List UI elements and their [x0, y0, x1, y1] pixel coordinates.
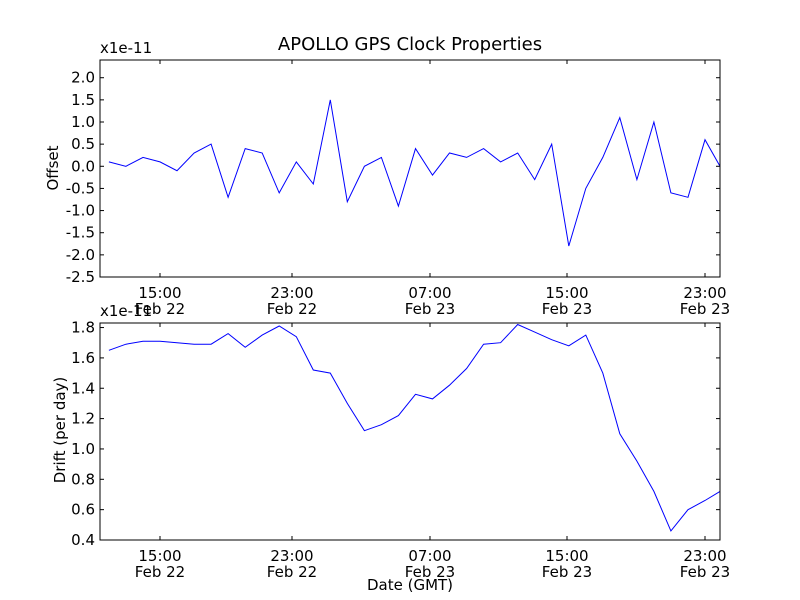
x-tick-date-label: Feb 22 [135, 563, 185, 581]
offset-axis-label: Offset [44, 145, 62, 190]
x-tick-time-label: 15:00 [545, 284, 588, 302]
offset-multiplier: x1e-11 [100, 39, 152, 57]
y-tick-label: 1.5 [71, 91, 95, 109]
y-tick-label: -1.0 [66, 202, 95, 220]
drift-series-line [108, 323, 721, 532]
x-tick-date-label: Feb 23 [680, 300, 730, 318]
offset-plot-frame [99, 59, 721, 278]
y-tick-label: 0.4 [71, 531, 95, 549]
x-tick-time-label: 23:00 [683, 284, 726, 302]
x-tick-time-label: 15:00 [138, 284, 181, 302]
x-tick-time-label: 23:00 [683, 547, 726, 565]
x-tick-time-label: 07:00 [408, 284, 451, 302]
y-tick-label: 0.0 [71, 157, 95, 175]
drift-multiplier: x1e-11 [100, 302, 152, 320]
x-tick-date-label: Feb 23 [405, 300, 455, 318]
drift-plot-frame [99, 322, 721, 541]
x-tick-time-label: 07:00 [408, 547, 451, 565]
drift-axis-label: Drift (per day) [51, 377, 69, 484]
x-tick-date-label: Feb 23 [542, 563, 592, 581]
y-tick-label: 1.0 [71, 440, 95, 458]
x-tick-time-label: 23:00 [270, 547, 313, 565]
x-tick-date-label: Feb 22 [267, 563, 317, 581]
y-tick-label: 0.8 [71, 470, 95, 488]
y-tick-label: 1.4 [71, 379, 95, 397]
y-tick-label: -2.5 [66, 268, 95, 286]
y-tick-label: 0.5 [71, 135, 95, 153]
y-tick-label: -1.5 [66, 224, 95, 242]
drift-panel: x1e-11 Drift (per day) Date (GMT) 1.8 1.6… [51, 302, 730, 594]
x-tick-time-label: 23:00 [270, 284, 313, 302]
y-tick-label: -0.5 [66, 179, 95, 197]
offset-panel: APOLLO GPS Clock Properties x1e-11 Offse… [44, 34, 730, 318]
x-tick-time-label: 15:00 [138, 547, 181, 565]
offset-series-line [108, 99, 721, 247]
chart-title: APOLLO GPS Clock Properties [278, 34, 542, 55]
x-tick-date-label: Feb 22 [267, 300, 317, 318]
y-tick-label: 0.6 [71, 501, 95, 519]
date-axis-label: Date (GMT) [367, 576, 453, 594]
offset-ticks: 2.0 1.5 1.0 0.5 0.0 -0.5 -1.0 -1.5 -2.0 -2.5 15:00… [66, 60, 730, 318]
x-tick-date-label: Feb 23 [680, 563, 730, 581]
y-tick-label: 1.2 [71, 410, 95, 428]
y-tick-label: 1.0 [71, 113, 95, 131]
x-tick-date-label: Feb 23 [542, 300, 592, 318]
x-tick-date-label: Feb 22 [135, 300, 185, 318]
x-tick-time-label: 15:00 [545, 547, 588, 565]
x-tick-date-label: Feb 23 [405, 563, 455, 581]
y-tick-label: -2.0 [66, 246, 95, 264]
y-tick-label: 2.0 [71, 69, 95, 87]
y-tick-label: 1.8 [71, 319, 95, 337]
y-tick-label: 1.6 [71, 349, 95, 367]
